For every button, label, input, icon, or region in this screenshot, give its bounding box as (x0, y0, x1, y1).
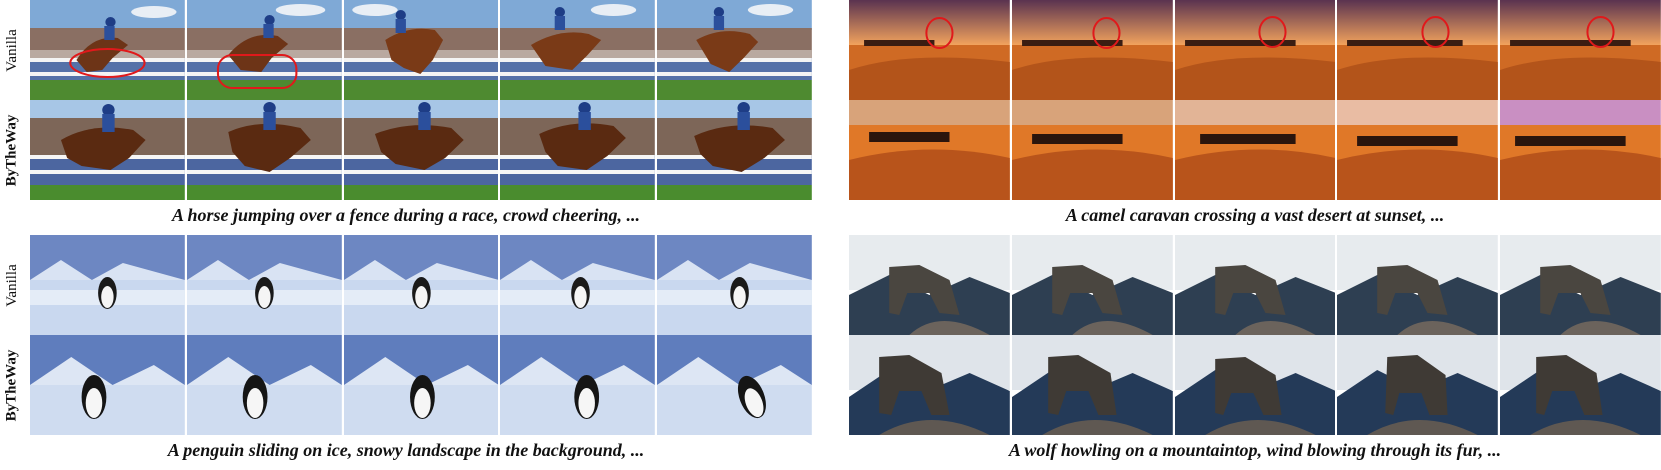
camel-panel: A camel caravan crossing a vast desert a… (849, 0, 1661, 235)
horse-panel: Vanilla ByTheWay (0, 0, 812, 235)
penguin-caption: A penguin sliding on ice, snowy landscap… (167, 440, 645, 460)
penguin-vanilla-frame (30, 235, 185, 335)
row-label-vanilla: Vanilla (3, 263, 20, 307)
wolf-vanilla-frame (1337, 235, 1499, 335)
camel-vanilla-frame (1174, 0, 1336, 100)
row-label-bytheway: ByTheWay (3, 349, 20, 421)
horse-vanilla-frame (657, 0, 812, 100)
penguin-vanilla-frame (500, 235, 656, 335)
horse-caption: A horse jumping over a fence during a ra… (171, 205, 640, 225)
wolf-vanilla-frame (849, 235, 1010, 335)
penguin-bytheway-frame (343, 335, 499, 435)
camel-bytheway-frame (1337, 100, 1499, 200)
vanilla-frame-strip (30, 0, 812, 100)
wolf-bytheway-frame (849, 335, 1010, 435)
bytheway-frame-strip (30, 100, 812, 200)
horse-bytheway-frame (657, 100, 812, 200)
camel-bytheway-frame (1500, 100, 1661, 200)
penguin-panel: Vanilla ByTheWay (0, 235, 812, 470)
camel-bytheway-frame (1011, 100, 1173, 200)
horse-vanilla-frame (500, 0, 656, 100)
horse-bytheway-frame (186, 100, 342, 200)
wolf-caption: A wolf howling on a mountaintop, wind bl… (1008, 440, 1502, 460)
camel-caption: A camel caravan crossing a vast desert a… (1065, 205, 1445, 225)
row-label-vanilla: Vanilla (3, 28, 20, 72)
penguin-vanilla-frame (343, 235, 499, 335)
penguin-bytheway-frame (186, 335, 342, 435)
penguin-bytheway-frame (30, 335, 185, 435)
vanilla-frame-strip (30, 235, 812, 335)
wolf-vanilla-frame (1011, 235, 1173, 335)
bytheway-frame-strip (849, 335, 1661, 435)
row-label-bytheway: ByTheWay (3, 114, 20, 186)
vanilla-frame-strip (849, 235, 1661, 335)
vanilla-frame-strip (849, 0, 1661, 100)
penguin-bytheway-frame (657, 335, 812, 435)
camel-bytheway-frame (849, 100, 1010, 200)
horse-bytheway-frame (343, 100, 499, 200)
bytheway-frame-strip (849, 100, 1661, 200)
horse-bytheway-frame (30, 100, 185, 200)
horse-vanilla-frame (186, 0, 342, 100)
wolf-bytheway-frame (1337, 335, 1499, 435)
camel-bytheway-frame (1174, 100, 1336, 200)
bytheway-frame-strip (30, 335, 812, 435)
camel-vanilla-frame (1011, 0, 1173, 100)
wolf-bytheway-frame (1174, 335, 1336, 435)
wolf-bytheway-frame (1500, 335, 1661, 435)
penguin-vanilla-frame (657, 235, 812, 335)
wolf-panel: A wolf howling on a mountaintop, wind bl… (849, 235, 1661, 470)
camel-vanilla-frame (849, 0, 1010, 100)
camel-vanilla-frame (1337, 0, 1499, 100)
horse-vanilla-frame (30, 0, 185, 100)
horse-bytheway-frame (500, 100, 656, 200)
camel-vanilla-frame (1500, 0, 1661, 100)
horse-vanilla-frame (343, 0, 499, 100)
wolf-vanilla-frame (1500, 235, 1661, 335)
penguin-vanilla-frame (186, 235, 342, 335)
penguin-bytheway-frame (500, 335, 656, 435)
wolf-vanilla-frame (1174, 235, 1336, 335)
wolf-bytheway-frame (1011, 335, 1173, 435)
